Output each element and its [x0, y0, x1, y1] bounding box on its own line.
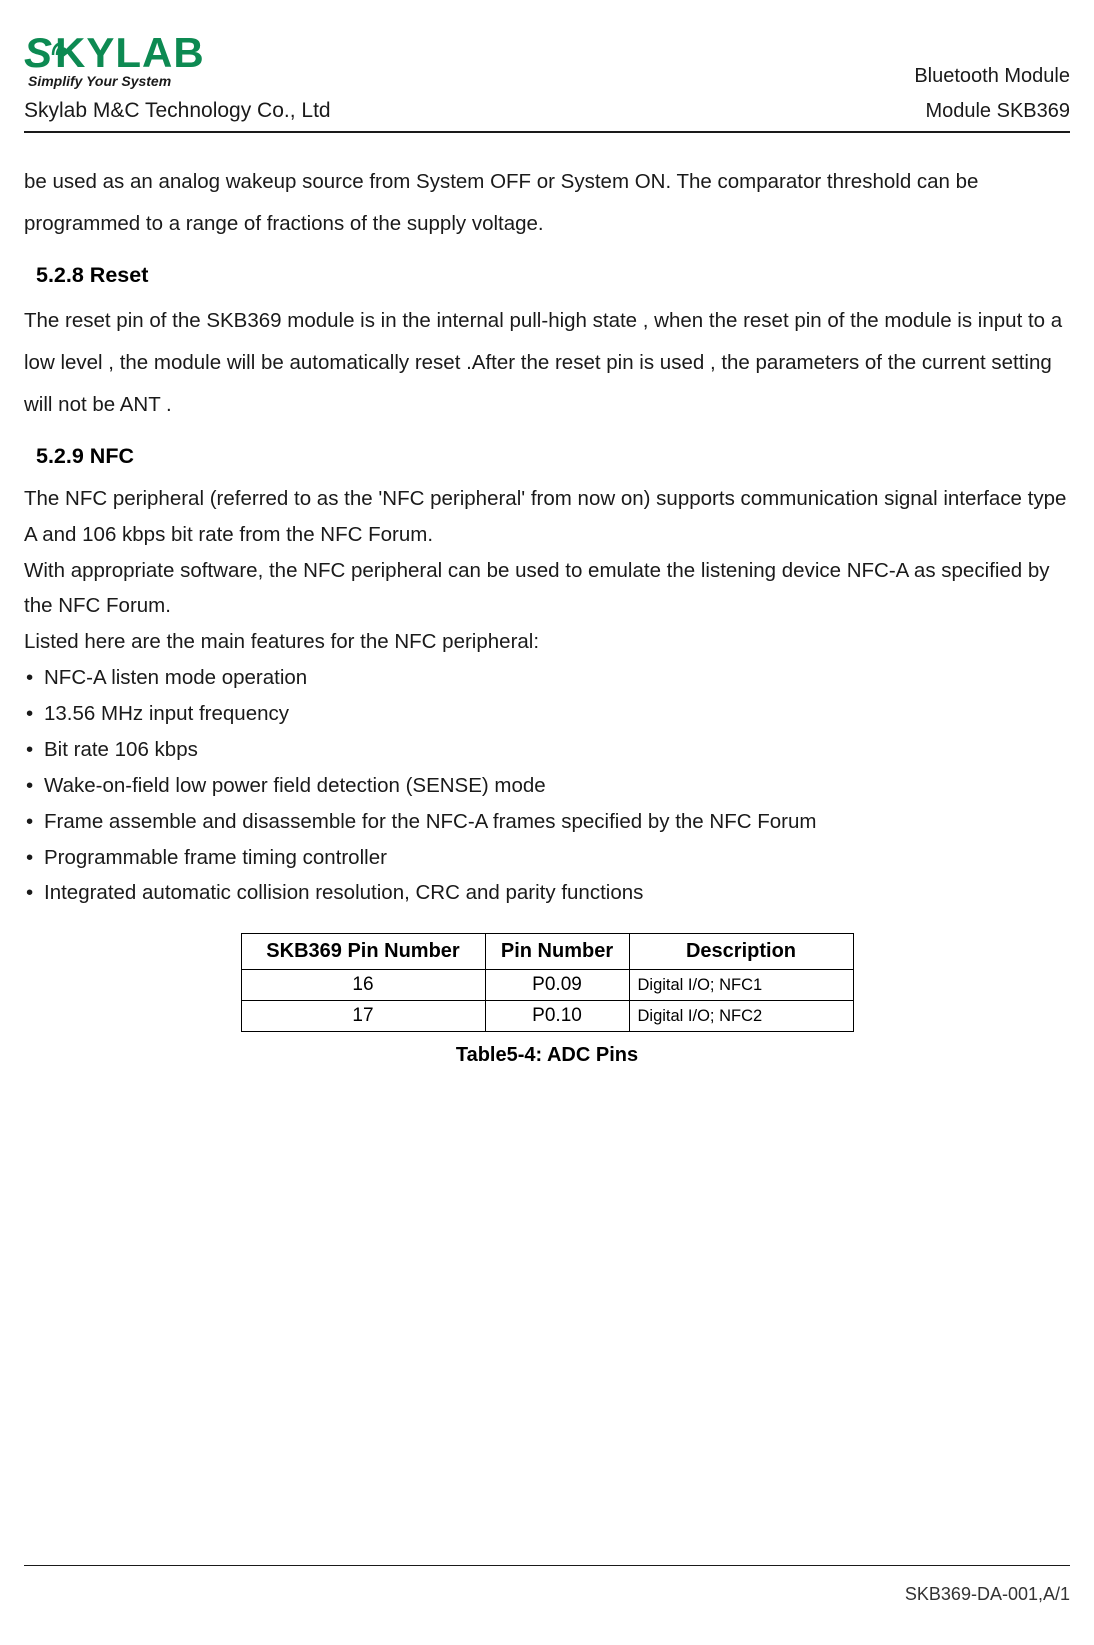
- page-header: S KYLAB Simplify Your System Skylab M&C …: [24, 35, 1070, 131]
- list-item: NFC-A listen mode operation: [24, 660, 1070, 696]
- product-line: Bluetooth Module: [914, 65, 1070, 88]
- nfc-feature-list: NFC-A listen mode operation 13.56 MHz in…: [24, 660, 1070, 911]
- header-right: Bluetooth Module Module SKB369: [914, 65, 1070, 123]
- table-header: Pin Number: [485, 934, 629, 970]
- logo-tagline: Simplify Your System: [28, 73, 331, 89]
- intro-paragraph: be used as an analog wakeup source from …: [24, 161, 1070, 245]
- logo-wordmark: S KYLAB: [24, 35, 331, 71]
- table-header-row: SKB369 Pin Number Pin Number Description: [241, 934, 853, 970]
- table-row: 16 P0.09 Digital I/O; NFC1: [241, 970, 853, 1001]
- table-cell: Digital I/O; NFC2: [629, 1001, 853, 1032]
- list-item: Programmable frame timing controller: [24, 840, 1070, 876]
- nfc-heading: 5.2.9 NFC: [36, 444, 1070, 469]
- logo-letters-rest: KYLAB: [55, 35, 205, 71]
- table-cell: 16: [241, 970, 485, 1001]
- pin-table: SKB369 Pin Number Pin Number Description…: [241, 933, 854, 1032]
- list-item: Frame assemble and disassemble for the N…: [24, 804, 1070, 840]
- table-header: Description: [629, 934, 853, 970]
- module-name: Module SKB369: [914, 100, 1070, 123]
- list-item: Integrated automatic collision resolutio…: [24, 875, 1070, 911]
- page-footer: SKB369-DA-001,A/1: [24, 1565, 1070, 1605]
- header-divider: [24, 131, 1070, 133]
- header-left: S KYLAB Simplify Your System Skylab M&C …: [24, 35, 331, 123]
- table-cell: P0.10: [485, 1001, 629, 1032]
- table-cell: Digital I/O; NFC1: [629, 970, 853, 1001]
- list-item: Bit rate 106 kbps: [24, 732, 1070, 768]
- reset-heading: 5.2.8 Reset: [36, 263, 1070, 288]
- company-name: Skylab M&C Technology Co., Ltd: [24, 99, 331, 123]
- list-item: 13.56 MHz input frequency: [24, 696, 1070, 732]
- reset-paragraph: The reset pin of the SKB369 module is in…: [24, 300, 1070, 426]
- footer-divider: [24, 1565, 1070, 1566]
- list-item: Wake-on-field low power field detection …: [24, 768, 1070, 804]
- logo-letter-s: S: [24, 35, 51, 71]
- logo: S KYLAB Simplify Your System: [24, 35, 331, 89]
- table-cell: P0.09: [485, 970, 629, 1001]
- nfc-paragraph-3: Listed here are the main features for th…: [24, 624, 1070, 660]
- table-row: 17 P0.10 Digital I/O; NFC2: [241, 1001, 853, 1032]
- table-caption: Table5-4: ADC Pins: [24, 1044, 1070, 1067]
- nfc-paragraph-1: The NFC peripheral (referred to as the '…: [24, 481, 1070, 553]
- nfc-paragraph-2: With appropriate software, the NFC perip…: [24, 553, 1070, 625]
- document-code: SKB369-DA-001,A/1: [24, 1584, 1070, 1605]
- table-header: SKB369 Pin Number: [241, 934, 485, 970]
- table-cell: 17: [241, 1001, 485, 1032]
